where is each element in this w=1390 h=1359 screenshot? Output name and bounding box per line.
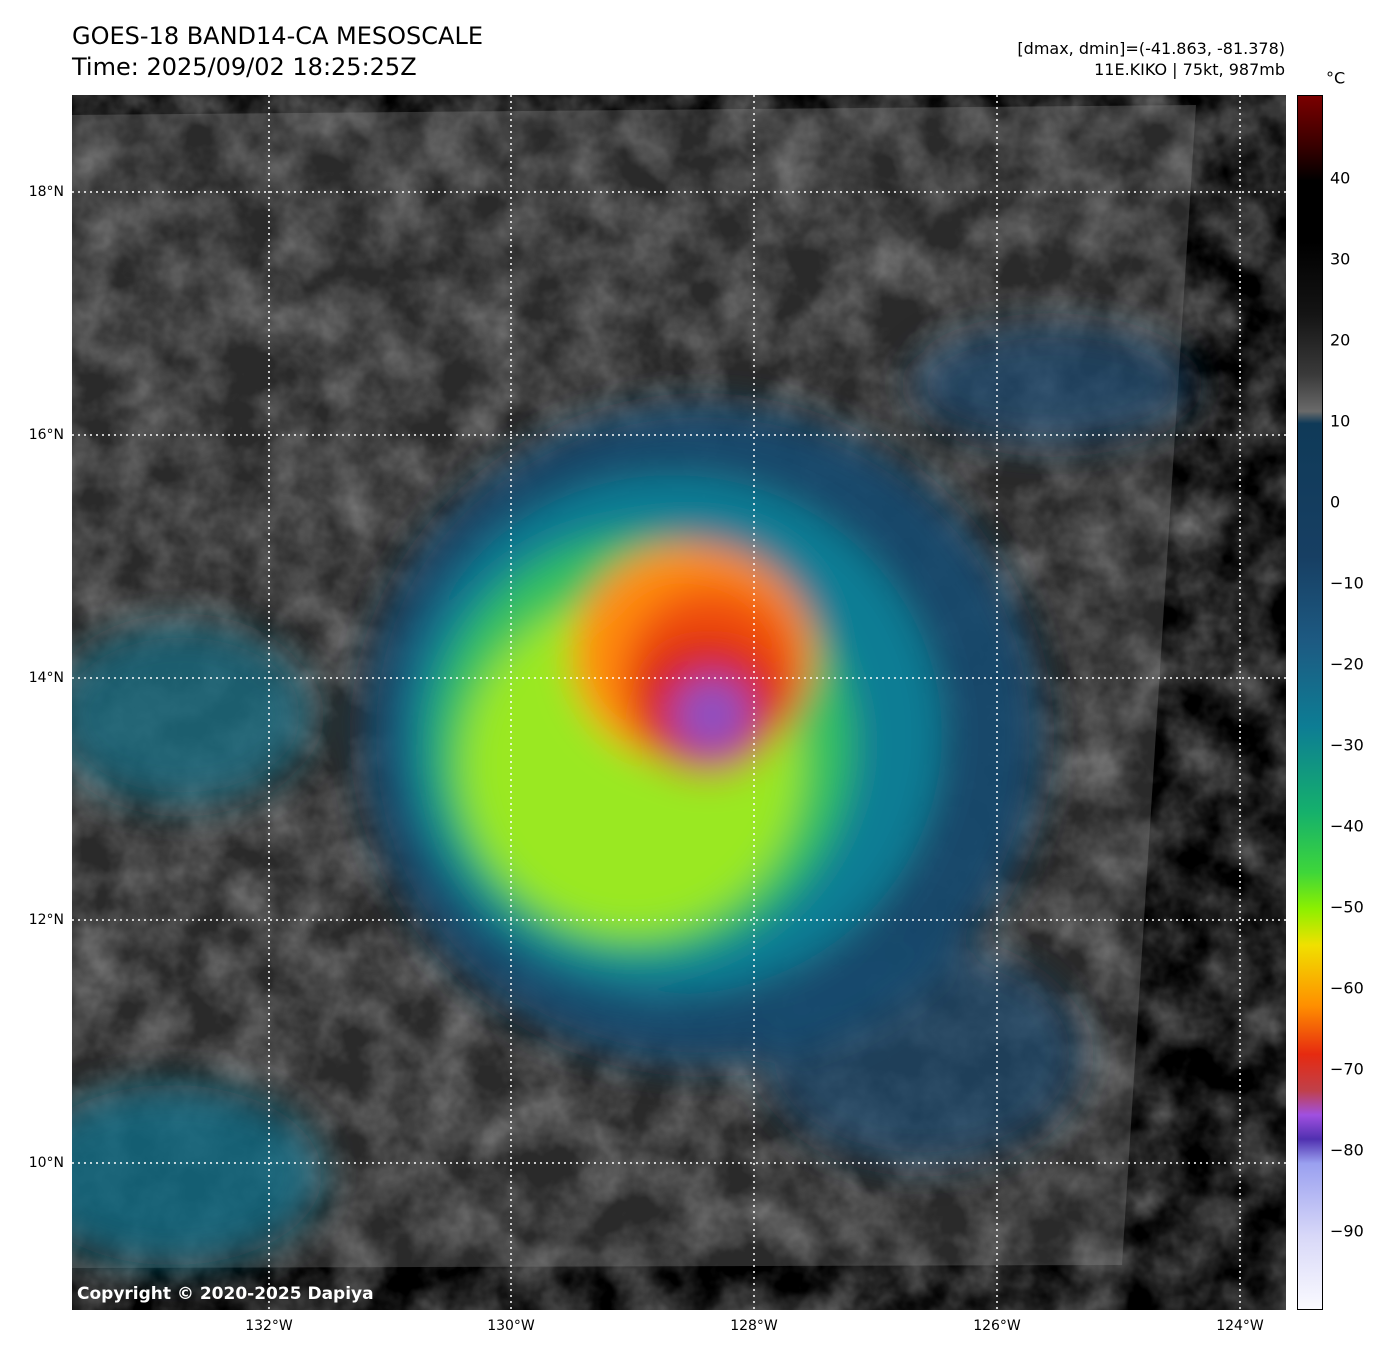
satellite-image <box>72 95 1286 1310</box>
colorbar-tick-label: −50 <box>1330 897 1364 917</box>
colorbar-tick-label: −70 <box>1330 1059 1364 1079</box>
lat-label: 18°N <box>28 184 64 200</box>
colorbar-tick-label: −40 <box>1330 816 1364 836</box>
graticule <box>72 95 1286 1310</box>
colorbar-tick-label: −10 <box>1330 573 1364 593</box>
colorbar-tick-label: −30 <box>1330 735 1364 755</box>
lat-label: 12°N <box>28 912 64 928</box>
colorbar-tick-label: 0 <box>1330 492 1341 512</box>
lon-label: 132°W <box>245 1318 293 1334</box>
colorbar-tick-label: −20 <box>1330 654 1364 674</box>
dmax-dmin-label: [dmax, dmin]=(-41.863, -81.378) <box>1017 39 1285 58</box>
colorbar-unit: °C <box>1326 68 1346 88</box>
colorbar-tick-label: 10 <box>1330 411 1351 431</box>
colorbar-tick-label: −80 <box>1330 1140 1364 1160</box>
figure-title: GOES-18 BAND14-CA MESOSCALE <box>72 22 483 50</box>
lat-label: 16°N <box>28 427 64 443</box>
colorbar-tick-label: −90 <box>1330 1221 1364 1241</box>
lat-label: 10°N <box>28 1155 64 1171</box>
lon-label: 124°W <box>1216 1318 1264 1334</box>
figure-time: Time: 2025/09/02 18:25:25Z <box>72 53 417 81</box>
colorbar-tick-label: 30 <box>1330 249 1351 269</box>
colorbar-tick-label: −60 <box>1330 978 1364 998</box>
storm-info-label: 11E.KIKO | 75kt, 987mb <box>1094 60 1285 79</box>
copyright-label: Copyright © 2020-2025 Dapiya <box>77 1284 374 1304</box>
lon-label: 128°W <box>730 1318 778 1334</box>
colorbar <box>1297 95 1323 1310</box>
lon-label: 130°W <box>487 1318 535 1334</box>
storm-cloud-shield <box>72 325 1192 1265</box>
colorbar-tick-label: 40 <box>1330 168 1351 188</box>
colorbar-tick-label: 20 <box>1330 330 1351 350</box>
lon-label: 126°W <box>973 1318 1021 1334</box>
lat-label: 14°N <box>28 670 64 686</box>
